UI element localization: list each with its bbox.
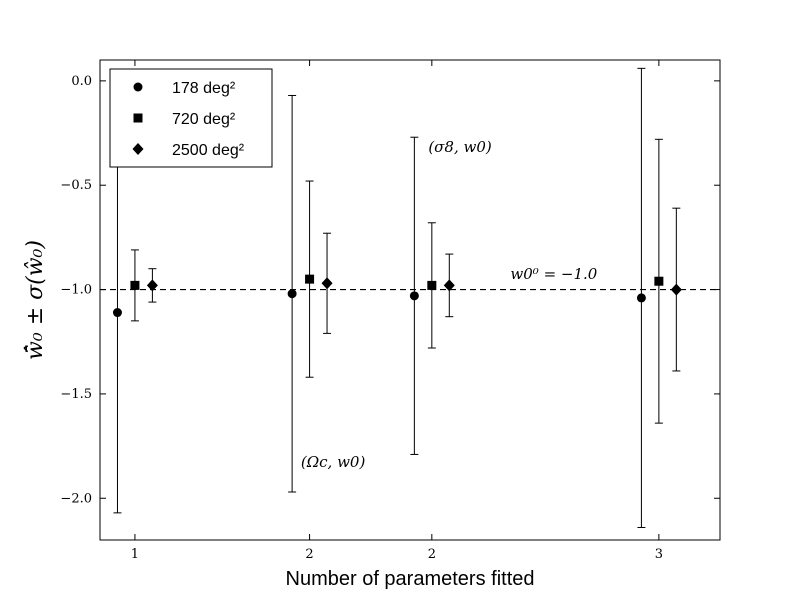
data-point-square <box>130 280 140 290</box>
data-point-diamond <box>443 279 455 292</box>
series-square <box>130 138 664 424</box>
legend-marker-circle <box>133 82 143 92</box>
annotation-layer: (Ωc, w0) (σ8, w0) w0⁰ = −1.0 <box>301 138 598 471</box>
series-circle <box>112 67 646 528</box>
x-tick-label: 1 <box>131 547 139 562</box>
data-point-square <box>654 276 664 286</box>
y-axis-label: w̄̂₀ ± σ(ŵ₀) <box>23 240 48 360</box>
x-tick-label: 2 <box>305 547 313 562</box>
data-point-diamond <box>670 283 682 296</box>
x-tick-label: 3 <box>655 547 663 562</box>
legend-items: 178 deg² 720 deg² 2500 deg² <box>132 80 245 159</box>
legend-label: 720 deg² <box>172 111 236 128</box>
y-tick-label: −1.5 <box>60 387 92 402</box>
legend-marker-diamond <box>132 143 144 155</box>
data-point-circle <box>287 289 297 299</box>
y-tick-label: 0.0 <box>71 74 92 89</box>
data-point-circle <box>409 291 419 301</box>
legend-label: 178 deg² <box>172 80 236 97</box>
series-diamond <box>146 207 682 372</box>
data-point-circle <box>636 293 646 303</box>
series-layer <box>112 67 682 528</box>
legend-marker-square <box>133 113 143 123</box>
y-tick-label: −2.0 <box>60 491 92 506</box>
plot-frame <box>99 59 721 541</box>
data-point-square <box>427 280 437 290</box>
data-point-diamond <box>146 279 158 292</box>
x-tick-label: 2 <box>428 547 436 562</box>
legend: 178 deg² 720 deg² 2500 deg² <box>109 68 273 168</box>
y-tick-label: −1.0 <box>60 283 92 298</box>
data-point-square <box>305 274 315 284</box>
annotation: (σ8, w0) <box>428 138 492 156</box>
data-point-diamond <box>321 277 333 290</box>
legend-label: 2500 deg² <box>172 142 245 159</box>
data-point-circle <box>112 308 122 318</box>
tick-layer: 0.0 −0.5 −1.0 −1.5 −2.0 1 2 2 3 <box>60 60 720 562</box>
annotation: (Ωc, w0) <box>301 453 366 471</box>
x-axis-label: Number of parameters fitted <box>286 568 535 590</box>
annotation: w0⁰ = −1.0 <box>510 265 597 283</box>
y-tick-label: −0.5 <box>60 178 92 193</box>
